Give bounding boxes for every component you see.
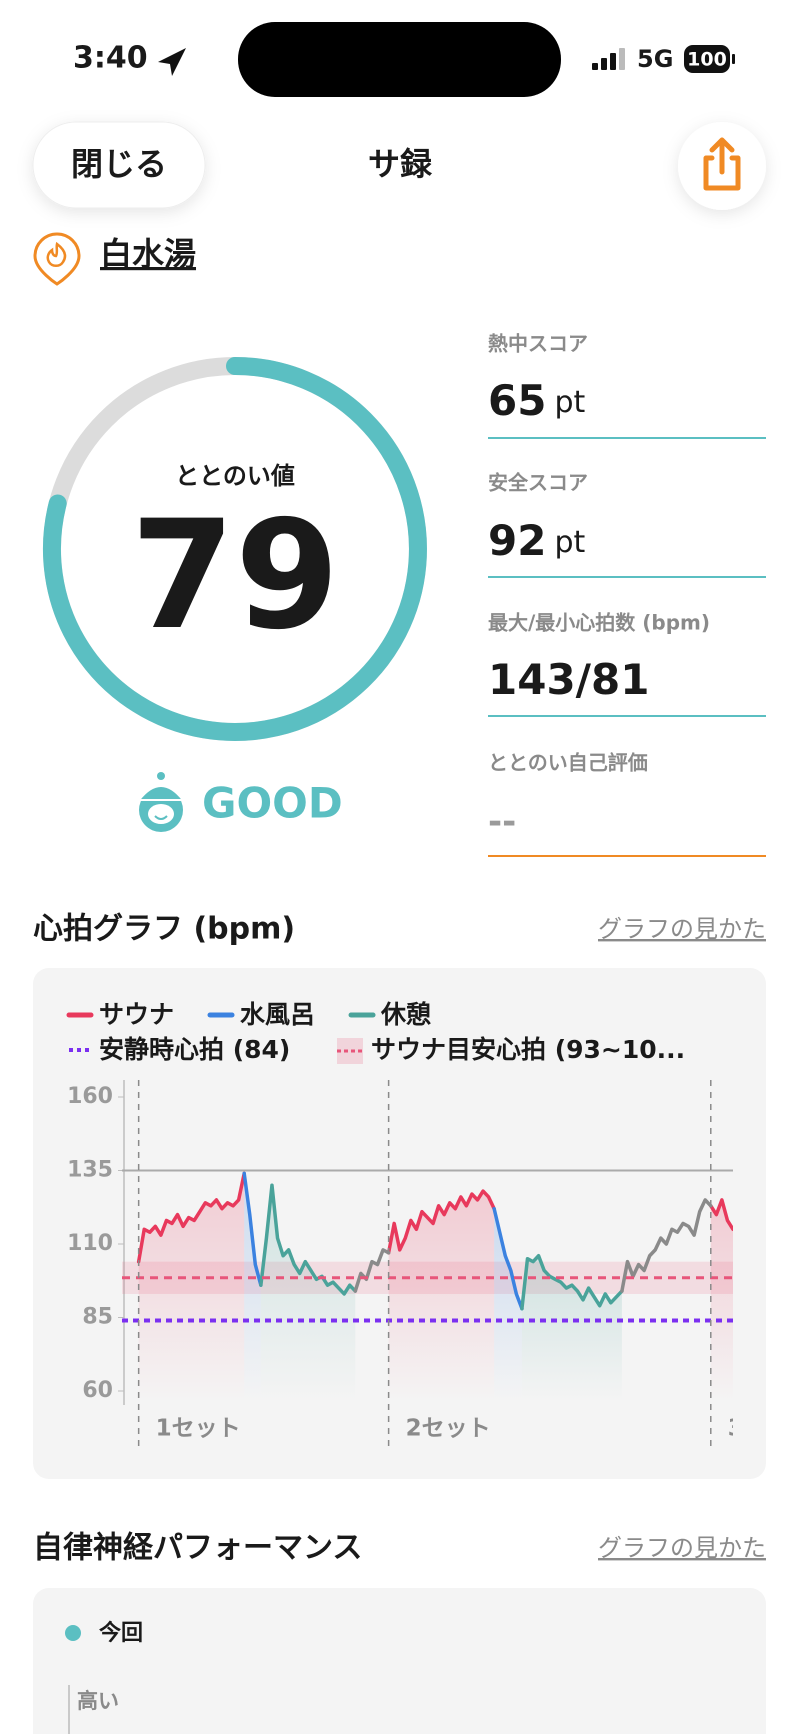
metric-value: 143/81 [488, 655, 649, 704]
legend-label: 水風呂 [240, 1000, 315, 1029]
metric-value-text: 143/81 [488, 655, 649, 704]
y-tick-label: 85 [82, 1305, 113, 1330]
close-button[interactable] [32, 121, 206, 209]
series-area [260, 1185, 356, 1401]
y-tick-label: 135 [67, 1158, 113, 1183]
plot-area: 1セット 2セット 3セット [122, 1080, 800, 1450]
signal-icon [592, 48, 625, 70]
rating-label: GOOD [202, 779, 343, 828]
battery-level: 100 [687, 49, 727, 71]
help-link[interactable]: グラフの見かた [598, 915, 766, 943]
facility-icon [33, 232, 81, 286]
legend-label: 休憩 [380, 1000, 431, 1029]
series-area [388, 1191, 495, 1401]
legend-label: サウナ [99, 1000, 174, 1029]
metric-value-text: 65 pt [488, 376, 585, 425]
section-title: 心拍グラフ (bpm) [33, 912, 295, 947]
legend-label: 安静時心拍 (84) [99, 1035, 290, 1064]
metric-label: 安全スコア [488, 471, 588, 495]
page-title: サ録 [368, 145, 433, 183]
series-line [136, 1171, 733, 1264]
legend-dot [65, 1625, 81, 1641]
help-link[interactable]: グラフの見かた [598, 1534, 766, 1562]
battery [684, 45, 730, 73]
metric-label: ととのい自己評価 [488, 751, 648, 775]
metric-unit: pt [554, 525, 585, 560]
series-line [259, 1183, 624, 1311]
metric-value: 92 [488, 516, 546, 565]
y-tick-label: 110 [67, 1231, 113, 1256]
series-area [244, 1173, 261, 1401]
y-tick-label: 60 [82, 1378, 113, 1403]
score-value: 79 [131, 489, 340, 663]
battery-tip [732, 54, 735, 64]
share-icon[interactable] [703, 137, 741, 191]
metric-value-text: -- [488, 802, 516, 842]
metric-value: -- [488, 802, 516, 842]
location-icon [158, 48, 186, 76]
facility-name[interactable]: 白水湯 [100, 235, 196, 273]
set-label: 3セット [728, 1416, 800, 1442]
series-line [242, 1171, 524, 1311]
metric-unit: pt [554, 385, 585, 420]
dynamic-island [238, 22, 561, 97]
series-area [521, 1255, 622, 1401]
metric-label: 熱中スコア [488, 332, 588, 356]
legend-label: 今回 [99, 1620, 143, 1646]
metric-label: 最大/最小心拍数 (bpm) [488, 611, 710, 635]
axis-label: 高い [77, 1689, 119, 1713]
series-area [710, 1199, 733, 1401]
rating-icon [136, 772, 186, 832]
section-title: 自律神経パフォーマンス [33, 1531, 362, 1566]
set-label: 2セット [406, 1416, 491, 1442]
metric-value: 65 [488, 376, 546, 425]
legend-label: サウナ目安心拍 (93~10... [371, 1035, 685, 1064]
status-time: 3:40 [73, 41, 148, 76]
close-button-label[interactable]: 閉じる [71, 145, 167, 183]
chart-card [33, 1588, 766, 1734]
y-tick-label: 160 [67, 1084, 113, 1109]
series-line [353, 1198, 713, 1293]
set-label: 1セット [156, 1416, 241, 1442]
network-label: 5G [637, 45, 673, 73]
metric-value-text: 92 pt [488, 516, 585, 565]
score-ring [42, 357, 427, 741]
series-area [138, 1173, 245, 1401]
series-area [494, 1208, 522, 1401]
score-label: ととのい値 [175, 462, 295, 490]
